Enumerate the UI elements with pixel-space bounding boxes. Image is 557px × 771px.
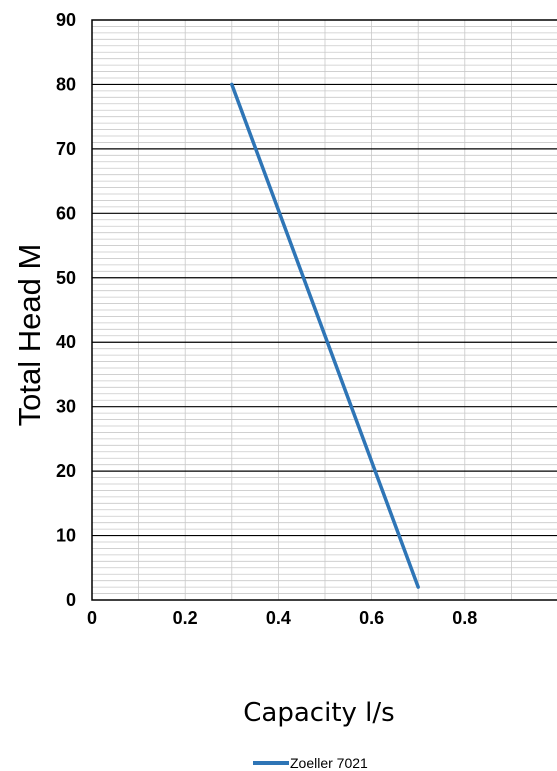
y-tick-label: 50 [56,268,76,288]
x-tick-label: 0.6 [359,608,384,628]
x-tick-labels: 0 0.2 0.4 0.6 0.8 [87,608,477,628]
series-layer [230,82,420,589]
y-tick-label: 60 [56,203,76,223]
y-tick-label: 70 [56,139,76,159]
y-tick-label: 10 [56,526,76,546]
y-tick-label: 20 [56,461,76,481]
legend: Zoeller 7021 [253,755,368,771]
minor-gridlines [92,20,557,600]
legend-label-zoeller-7021: Zoeller 7021 [290,755,368,771]
series-line-zoeller-7021 [230,82,420,589]
plot-frame [91,19,557,601]
major-gridlines [92,83,557,537]
x-tick-label: 0.8 [452,608,477,628]
y-tick-label: 40 [56,332,76,352]
y-tick-labels: 0 10 20 30 40 50 60 70 80 90 [56,10,76,610]
x-axis-label: Capacity l/s [243,698,394,728]
y-tick-label: 90 [56,10,76,30]
y-tick-label: 30 [56,397,76,417]
x-tick-label: 0.4 [266,608,291,628]
y-tick-label: 80 [56,74,76,94]
x-tick-label: 0 [87,608,97,628]
x-tick-label: 0.2 [173,608,198,628]
y-axis-label: Total Head M [12,244,47,427]
y-tick-label: 0 [66,590,76,610]
